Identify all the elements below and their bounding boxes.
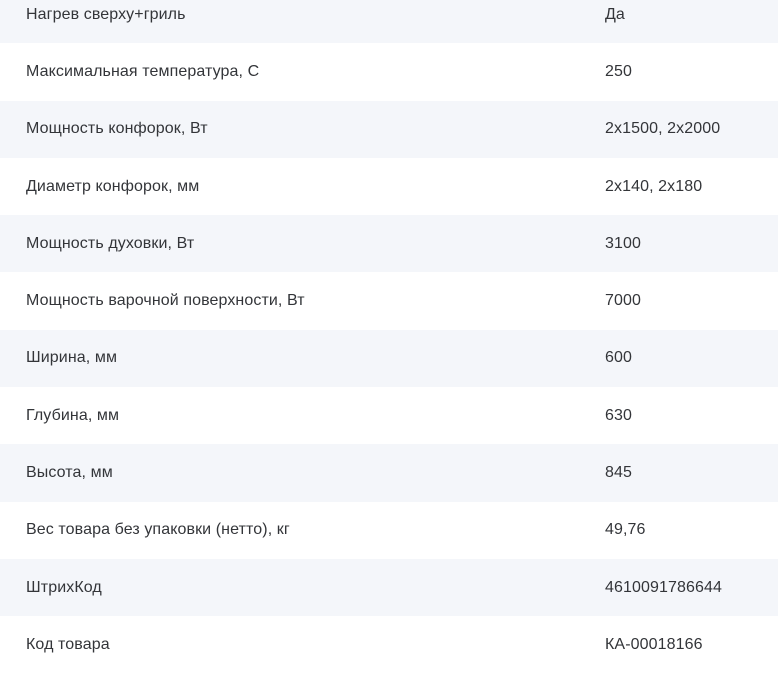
spec-value: 2x1500, 2x2000 xyxy=(605,120,721,138)
spec-label: Нагрев сверху+гриль xyxy=(26,5,186,23)
spec-value: 4610091786644 xyxy=(605,578,722,596)
spec-value: Да xyxy=(605,5,625,23)
table-row: Код товара КА-00018166 xyxy=(0,616,778,673)
spec-label: Мощность варочной поверхности, Вт xyxy=(26,292,305,310)
spec-label: Высота, мм xyxy=(26,464,113,482)
spec-value: 600 xyxy=(605,349,632,367)
table-row: Мощность конфорок, Вт 2x1500, 2x2000 xyxy=(0,100,778,158)
spec-label: Диаметр конфорок, мм xyxy=(26,177,200,195)
table-row: Диаметр конфорок, мм 2x140, 2x180 xyxy=(0,158,778,215)
table-row: Высота, мм 845 xyxy=(0,444,778,502)
spec-value: 630 xyxy=(605,406,632,424)
spec-value: 3100 xyxy=(605,234,641,252)
spec-label: Мощность духовки, Вт xyxy=(26,234,195,252)
spec-value: 250 xyxy=(605,62,632,80)
table-row: Нагрев сверху+гриль Да xyxy=(0,0,778,44)
spec-label: Мощность конфорок, Вт xyxy=(26,120,208,138)
spec-label: Вес товара без упаковки (нетто), кг xyxy=(26,521,290,539)
table-row: Мощность варочной поверхности, Вт 7000 xyxy=(0,272,778,329)
table-row: Максимальная температура, С 250 xyxy=(0,43,778,100)
spec-label: Максимальная температура, С xyxy=(26,62,260,80)
table-row: Ширина, мм 600 xyxy=(0,329,778,388)
spec-value: КА-00018166 xyxy=(605,635,703,653)
table-row: Мощность духовки, Вт 3100 xyxy=(0,215,778,273)
table-row: Глубина, мм 630 xyxy=(0,387,778,444)
table-row: ШтрихКод 4610091786644 xyxy=(0,558,778,617)
spec-label: Глубина, мм xyxy=(26,406,120,424)
spec-label: Ширина, мм xyxy=(26,349,118,367)
spec-label: Код товара xyxy=(26,635,110,653)
spec-label: ШтрихКод xyxy=(26,578,102,596)
table-row: Вес товара без упаковки (нетто), кг 49,7… xyxy=(0,502,778,559)
spec-value: 2x140, 2x180 xyxy=(605,177,703,195)
spec-value: 49,76 xyxy=(605,521,646,539)
spec-value: 845 xyxy=(605,464,632,482)
spec-value: 7000 xyxy=(605,292,641,310)
